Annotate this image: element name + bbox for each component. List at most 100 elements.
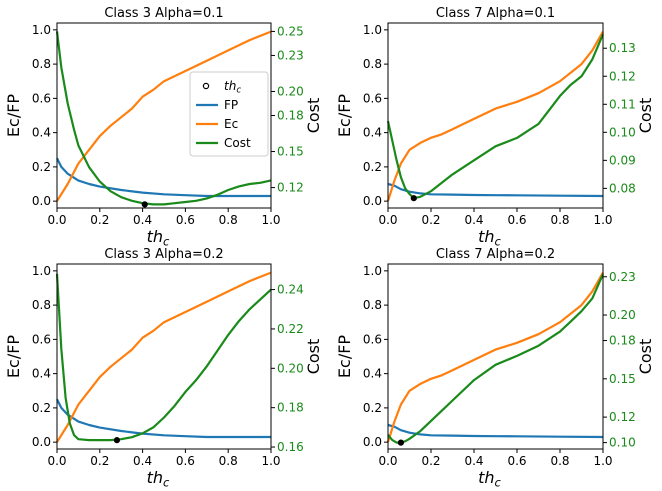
- series-line-cost: [387, 273, 605, 444]
- plot-frame: [56, 263, 272, 450]
- x-tick-label: 0.4: [464, 454, 483, 468]
- y-tick-label: 0.6: [32, 91, 51, 105]
- y2-tick-label: 0.09: [609, 153, 636, 167]
- x-tick-label: 0.8: [219, 213, 238, 227]
- legend-label: thc: [224, 79, 241, 96]
- x-tick-label: 1.0: [261, 454, 280, 468]
- y-tick-label: 0.0: [32, 194, 51, 208]
- x-tick-label: 0.0: [47, 213, 66, 227]
- y2-tick-label: 0.08: [609, 181, 636, 195]
- chart-panel-2: Class 7 Alpha=0.1 0.0 0.2 0.4 0.6 0.8 1.0 0.0 0.…: [335, 6, 655, 248]
- legend-marker-swatch: [202, 82, 210, 90]
- x-tick-label: 1.0: [593, 213, 612, 227]
- x-tick-label: 0.4: [133, 454, 152, 468]
- y-tick-label: 0.0: [363, 194, 382, 208]
- x-tick-label: 0.6: [507, 454, 526, 468]
- series-line-ec: [386, 272, 604, 443]
- threshold-marker: [141, 201, 148, 208]
- y-tick-label: 0.2: [363, 160, 382, 174]
- y-tick-label: 0.4: [363, 367, 382, 381]
- plot-frame: [387, 263, 604, 450]
- x-axis-label: thc: [147, 227, 170, 248]
- x-tick-label: 1.0: [261, 213, 280, 227]
- y2-tick-label: 0.11: [609, 97, 636, 111]
- chart-title: Class 3 Alpha=0.2: [104, 247, 223, 262]
- x-tick-label: 0.0: [378, 213, 397, 227]
- y-tick-label: 0.2: [32, 160, 51, 174]
- legend: thc FP Ec Cost: [189, 71, 269, 157]
- y-tick-label: 0.8: [363, 298, 382, 312]
- y2-tick-label: 0.12: [609, 410, 636, 424]
- series-line-fp: [56, 157, 271, 198]
- y-tick-label: 1.0: [32, 23, 51, 37]
- y-tick-label: 0.4: [363, 126, 382, 140]
- x-tick-label: 0.8: [219, 454, 238, 468]
- y2-axis-label: Cost: [304, 339, 323, 375]
- y2-tick-label: 0.23: [277, 48, 304, 62]
- threshold-marker: [113, 437, 121, 444]
- x-tick-label: 1.0: [593, 454, 612, 468]
- y2-tick-label: 0.18: [609, 334, 636, 348]
- series-line-cost: [55, 31, 272, 206]
- y2-tick-label: 0.25: [277, 24, 304, 38]
- y-tick-label: 0.8: [363, 57, 382, 71]
- y2-tick-label: 0.15: [609, 372, 636, 386]
- y-tick-label: 0.6: [363, 332, 382, 346]
- legend-label: Ec: [224, 117, 238, 131]
- y2-tick-label: 0.20: [277, 84, 304, 98]
- chart-panel-3: Class 3 Alpha=0.2 0.0 0.2 0.4 0.6 0.8 1.0 0.0 0.…: [4, 247, 323, 489]
- series-line-cost: [55, 273, 272, 442]
- y-tick-label: 1.0: [32, 264, 51, 278]
- chart-title: Class 3 Alpha=0.1: [104, 6, 223, 21]
- x-tick-label: 0.0: [378, 454, 397, 468]
- x-tick-label: 0.6: [176, 213, 195, 227]
- y2-tick-label: 0.12: [609, 69, 636, 83]
- y2-axis-label: Cost: [636, 339, 655, 375]
- y-axis-label: Ec/FP: [4, 335, 23, 379]
- y-tick-label: 1.0: [363, 264, 382, 278]
- x-tick-label: 0.6: [176, 454, 195, 468]
- x-tick-label: 0.0: [47, 454, 66, 468]
- y-axis-label: Ec/FP: [4, 94, 23, 138]
- y-tick-label: 0.2: [32, 401, 51, 415]
- chart-panel-4: Class 7 Alpha=0.2 0.0 0.2 0.4 0.6 0.8 1.0 0.0 0.…: [335, 247, 655, 489]
- series-line-fp: [387, 182, 604, 198]
- legend-label: Cost: [224, 136, 251, 150]
- y2-tick-label: 0.20: [609, 308, 636, 322]
- x-tick-label: 0.2: [421, 213, 440, 227]
- x-tick-label: 0.2: [421, 454, 440, 468]
- x-axis-label: thc: [478, 227, 501, 248]
- y2-tick-label: 0.22: [277, 322, 304, 336]
- y2-tick-label: 0.13: [609, 41, 636, 55]
- y2-tick-label: 0.15: [277, 145, 304, 159]
- y-tick-label: 0.6: [363, 91, 382, 105]
- series-line-fp: [387, 423, 604, 439]
- x-tick-label: 0.2: [90, 454, 109, 468]
- threshold-marker: [397, 439, 404, 446]
- x-tick-label: 0.8: [550, 454, 569, 468]
- series-line-ec: [386, 31, 604, 202]
- x-tick-label: 0.2: [90, 213, 109, 227]
- y2-axis-label: Cost: [304, 98, 323, 134]
- y-tick-label: 0.8: [32, 298, 51, 312]
- y2-tick-label: 0.23: [609, 270, 636, 284]
- x-tick-label: 0.4: [133, 213, 152, 227]
- y2-axis-label: Cost: [636, 98, 655, 134]
- y-axis-label: Ec/FP: [335, 94, 354, 138]
- x-axis-label: thc: [478, 468, 501, 489]
- chart-title: Class 7 Alpha=0.1: [436, 6, 555, 21]
- y2-tick-label: 0.18: [277, 109, 304, 123]
- series-line-cost: [386, 33, 605, 200]
- y-tick-label: 0.0: [32, 435, 51, 449]
- y2-tick-label: 0.10: [609, 125, 636, 139]
- y-tick-label: 0.4: [32, 126, 51, 140]
- y2-tick-label: 0.24: [277, 283, 304, 297]
- legend-box: [189, 71, 269, 157]
- y-tick-label: 0.8: [32, 57, 51, 71]
- threshold-marker: [410, 195, 417, 202]
- y-tick-label: 0.4: [32, 367, 51, 381]
- y2-tick-label: 0.16: [277, 440, 304, 454]
- y2-tick-label: 0.12: [277, 181, 304, 195]
- y-tick-label: 1.0: [363, 23, 382, 37]
- y2-tick-label: 0.10: [609, 436, 636, 450]
